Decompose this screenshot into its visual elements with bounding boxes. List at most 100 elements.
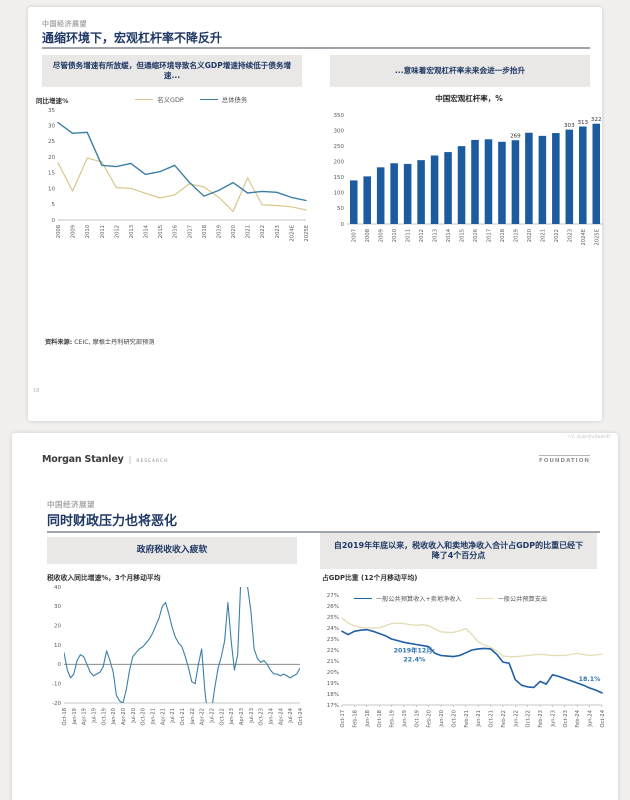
slide-page-2: +V. quanjiuboardf Morgan Stanley | RESEA… bbox=[12, 433, 618, 800]
chart-plot-area: 0 50 100 150 200 250 300 350 2007 2008 2009 2010 201… bbox=[325, 105, 613, 260]
svg-text:Jul-24: Jul-24 bbox=[288, 707, 294, 723]
legend-item: 名义GDP bbox=[135, 95, 184, 104]
svg-text:30: 30 bbox=[48, 124, 55, 130]
svg-text:Jul-22: Jul-22 bbox=[210, 708, 216, 724]
svg-text:2019: 2019 bbox=[513, 229, 519, 242]
chart-axis-caption: 占GDP比重 (12个月移动平均) bbox=[322, 574, 418, 582]
svg-text:2022: 2022 bbox=[554, 229, 560, 242]
svg-text:Jun-22: Jun-22 bbox=[513, 710, 519, 728]
logo-wordmark: Morgan Stanley bbox=[42, 454, 124, 465]
svg-text:Feb-20: Feb-20 bbox=[427, 710, 433, 728]
svg-text:250: 250 bbox=[334, 144, 345, 150]
chart-revenue-vs-expenditure-gdp-share: 一般公共预算收入+卖地净收入 一般公共预算支出 17% 18% 19% 20% 21% 22… bbox=[318, 581, 610, 741]
svg-text:-20: -20 bbox=[52, 701, 61, 707]
svg-text:10: 10 bbox=[48, 186, 55, 192]
svg-text:Feb-21: Feb-21 bbox=[464, 710, 470, 728]
svg-text:Oct-21: Oct-21 bbox=[180, 708, 186, 725]
svg-text:35: 35 bbox=[48, 108, 55, 114]
svg-text:15: 15 bbox=[48, 171, 55, 177]
slide-eyebrow: 中国经济展望 bbox=[47, 500, 95, 509]
svg-text:322: 322 bbox=[591, 117, 602, 123]
svg-text:Oct-21: Oct-21 bbox=[489, 710, 495, 727]
svg-text:300: 300 bbox=[334, 128, 345, 134]
svg-text:Feb-22: Feb-22 bbox=[501, 710, 507, 728]
svg-text:Jul-23: Jul-23 bbox=[249, 708, 255, 724]
svg-text:2009: 2009 bbox=[71, 225, 77, 238]
svg-text:Apr-22: Apr-22 bbox=[200, 708, 206, 725]
svg-text:23%: 23% bbox=[327, 637, 339, 643]
svg-text:Apr-19: Apr-19 bbox=[82, 708, 88, 725]
svg-text:Apr-24: Apr-24 bbox=[278, 707, 284, 725]
slide-title: 同时财政压力也将恶化 bbox=[47, 514, 178, 529]
svg-text:2010: 2010 bbox=[85, 225, 91, 238]
svg-text:Feb-18: Feb-18 bbox=[352, 710, 358, 728]
chart-plot-area: 0 5 10 15 20 25 30 35 2008 2009 2010 2011 2012 2013 20… bbox=[36, 106, 314, 256]
svg-text:18%: 18% bbox=[327, 692, 339, 698]
svg-text:Jul-20: Jul-20 bbox=[131, 708, 137, 724]
legend-item: 总体债务 bbox=[199, 95, 247, 104]
svg-text:Feb-24: Feb-24 bbox=[575, 709, 581, 727]
svg-text:Oct-20: Oct-20 bbox=[141, 708, 147, 725]
svg-text:Jun-23: Jun-23 bbox=[550, 710, 556, 728]
legend-label: 一般公共预算收入+卖地净收入 bbox=[376, 596, 462, 603]
svg-text:Oct-17: Oct-17 bbox=[340, 710, 346, 727]
svg-text:2013: 2013 bbox=[129, 225, 135, 238]
svg-text:2009: 2009 bbox=[379, 229, 385, 242]
svg-text:Apr-20: Apr-20 bbox=[121, 708, 127, 725]
svg-text:Oct-24: Oct-24 bbox=[298, 707, 304, 725]
svg-text:2014: 2014 bbox=[446, 228, 452, 242]
svg-text:2024E: 2024E bbox=[581, 229, 587, 245]
svg-text:17%: 17% bbox=[327, 703, 339, 709]
chart-china-macro-leverage: 中国宏观杠杆率，% 0 50 100 150 200 250 300 350 2007 2008 2… bbox=[325, 93, 613, 265]
chart-title: 中国宏观杠杆率，% bbox=[435, 94, 503, 103]
chart-plot-area: -20 -10 0 10 20 30 40 Oct-18 Jan-19 Apr-19 Jul-19 O… bbox=[44, 583, 306, 735]
legend-line-swatch bbox=[475, 597, 494, 600]
svg-text:26%: 26% bbox=[327, 604, 339, 610]
svg-text:100: 100 bbox=[334, 191, 345, 197]
svg-text:2023: 2023 bbox=[567, 229, 573, 242]
svg-text:303: 303 bbox=[564, 123, 575, 129]
panel-header-left: 政府税收收入疲软 bbox=[47, 537, 297, 564]
svg-text:2020: 2020 bbox=[527, 229, 533, 242]
svg-text:Oct-24: Oct-24 bbox=[600, 709, 606, 727]
svg-text:50: 50 bbox=[337, 206, 344, 212]
svg-text:Jun-20: Jun-20 bbox=[439, 710, 445, 728]
svg-text:2025E: 2025E bbox=[304, 225, 310, 241]
svg-text:24%: 24% bbox=[327, 626, 339, 632]
svg-text:Oct-18: Oct-18 bbox=[377, 710, 383, 727]
chart-legend: 名义GDP 总体债务 bbox=[69, 95, 314, 104]
svg-text:2012: 2012 bbox=[419, 229, 425, 242]
svg-text:150: 150 bbox=[334, 175, 345, 181]
source-note: 资料来源: CEIC, 摩根士丹利研究部预测 bbox=[45, 337, 154, 346]
svg-text:Oct-22: Oct-22 bbox=[526, 710, 532, 727]
svg-text:Oct-22: Oct-22 bbox=[219, 708, 225, 725]
svg-text:2022: 2022 bbox=[260, 225, 266, 238]
slide-title: 通缩环境下，宏观杠杆率不降反升 bbox=[42, 31, 223, 45]
svg-text:Jun-24: Jun-24 bbox=[588, 709, 594, 727]
svg-text:Jan-20: Jan-20 bbox=[111, 708, 117, 725]
svg-text:Jan-24: Jan-24 bbox=[269, 707, 275, 725]
page-number: 18 bbox=[33, 388, 40, 394]
watermark-text: +V. quanjiuboardf bbox=[566, 435, 610, 440]
svg-text:2016: 2016 bbox=[173, 225, 179, 238]
svg-text:Oct-23: Oct-23 bbox=[259, 708, 265, 725]
svg-text:Oct-19: Oct-19 bbox=[414, 710, 420, 727]
svg-text:25%: 25% bbox=[327, 615, 339, 621]
svg-text:2016: 2016 bbox=[473, 229, 479, 242]
panel-header-right: 自2019年年底以来，税收收入和卖地净收入合计占GDP的比重已经下降了4个百分点 bbox=[320, 533, 597, 569]
svg-text:2015: 2015 bbox=[158, 225, 164, 238]
legend-label: 名义GDP bbox=[157, 96, 184, 104]
svg-text:Oct-20: Oct-20 bbox=[451, 710, 457, 727]
svg-text:2018: 2018 bbox=[500, 229, 506, 242]
svg-text:0: 0 bbox=[58, 662, 62, 668]
svg-text:2015: 2015 bbox=[460, 229, 466, 242]
svg-text:2019: 2019 bbox=[216, 225, 222, 238]
svg-text:2018: 2018 bbox=[202, 225, 208, 238]
svg-text:313: 313 bbox=[577, 120, 588, 126]
svg-text:Jun-18: Jun-18 bbox=[365, 710, 371, 728]
svg-text:0: 0 bbox=[341, 222, 345, 228]
chart-tax-revenue-growth: -20 -10 0 10 20 30 40 Oct-18 Jan-19 Apr-19 Jul-19 O… bbox=[44, 583, 306, 735]
chart-plot-area: 17% 18% 19% 20% 21% 22% 23% 24% 25% 26% 27% Oct-17 F… bbox=[318, 581, 610, 741]
svg-text:27%: 27% bbox=[327, 593, 339, 599]
